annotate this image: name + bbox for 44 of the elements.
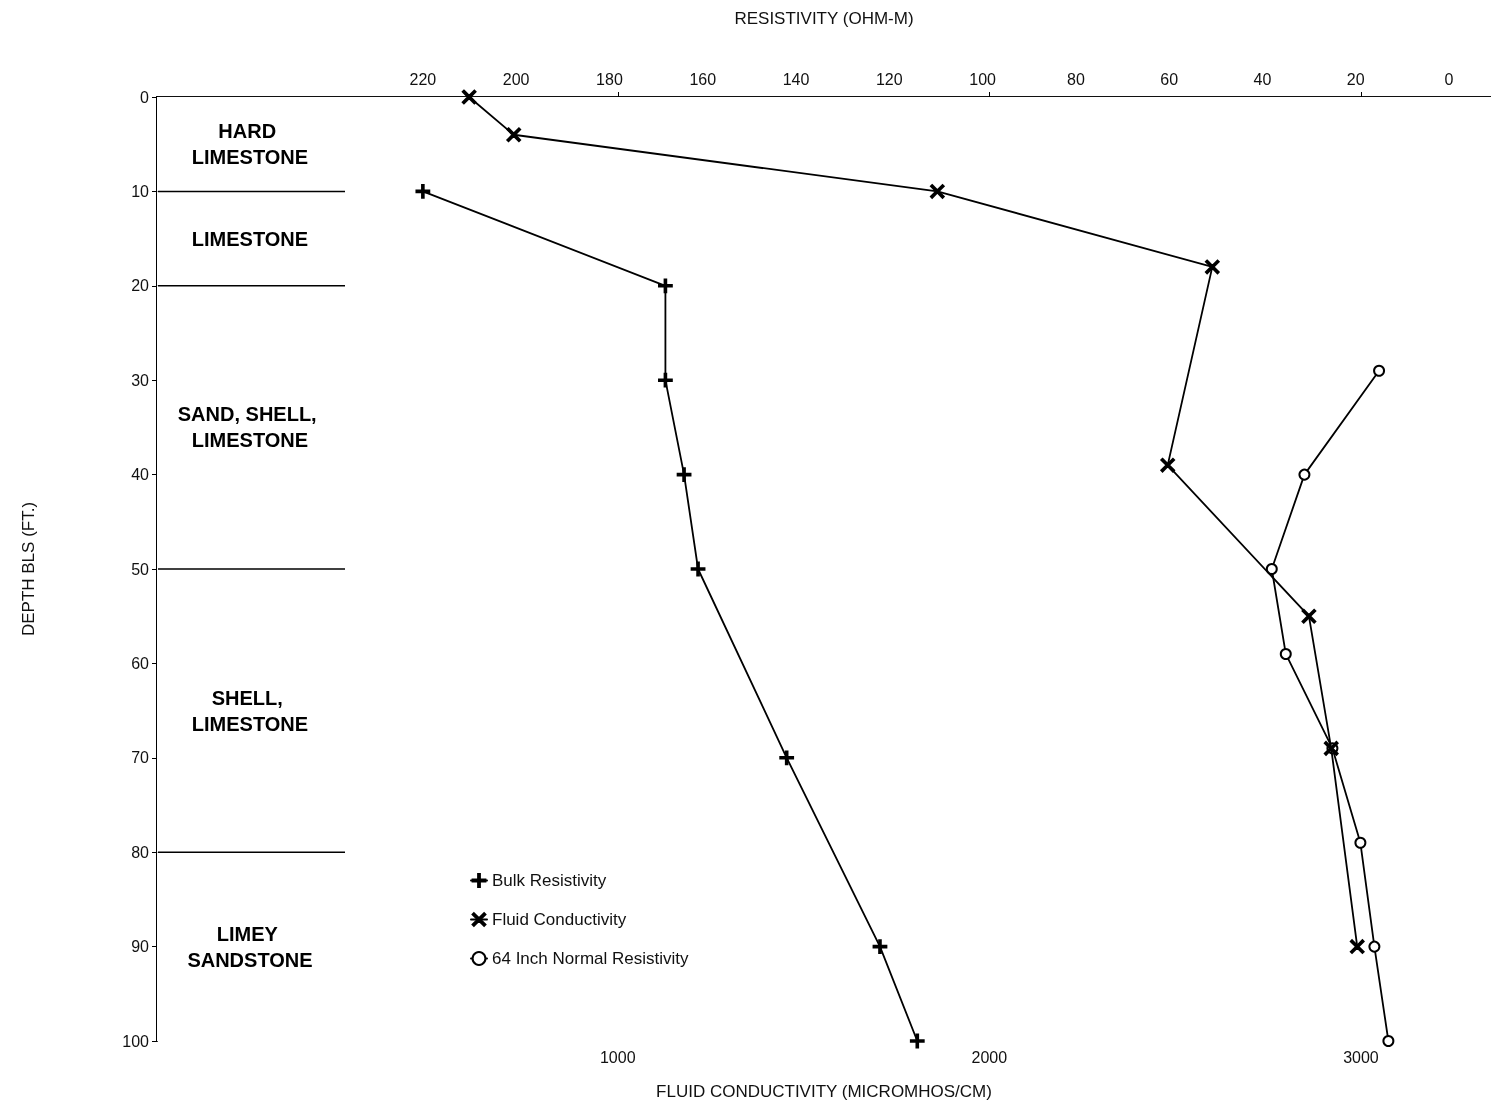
x2-axis-title: RESISTIVITY (OHM-M) <box>734 9 914 28</box>
y-tick-label: 0 <box>140 88 150 106</box>
x2-tick-label: 120 <box>875 70 903 88</box>
y-tick-label: 30 <box>131 371 150 389</box>
band-label: SAND, SHELL, LIMESTONE <box>177 403 323 452</box>
point <box>506 127 522 143</box>
y-tick-label: 70 <box>131 749 150 767</box>
point <box>1160 457 1176 473</box>
x2-tick-label: 140 <box>782 70 810 88</box>
y-tick-label: 90 <box>131 938 150 956</box>
point <box>1204 259 1220 275</box>
point <box>461 89 477 105</box>
y-tick-label: 60 <box>131 654 150 672</box>
x2-tick-label: 220 <box>409 70 437 88</box>
point <box>929 184 945 199</box>
y-axis-title: DEPTH BLS (FT.) <box>19 501 38 637</box>
y-tick-label: 40 <box>131 466 150 484</box>
band-label: SHELL, LIMESTONE <box>191 686 309 735</box>
x2-tick-label: 80 <box>1066 70 1085 88</box>
x-tick-label: 1000 <box>599 1048 636 1066</box>
x2-tick-label: 20 <box>1346 70 1365 88</box>
x2-tick-label: 200 <box>502 70 530 88</box>
x2-tick-label: 60 <box>1160 70 1179 88</box>
x-tick-label: 3000 <box>1343 1048 1379 1066</box>
y-tick-label: 50 <box>131 560 150 578</box>
x-tick-label: 2000 <box>971 1048 1008 1066</box>
x-axis-title: FLUID CONDUCTIVITY (MICROMHOS/CM) <box>656 1082 992 1101</box>
x2-tick-label: 160 <box>689 70 717 88</box>
point <box>1349 939 1365 954</box>
point <box>1301 608 1317 624</box>
band-label: HARD LIMESTONE <box>191 120 309 169</box>
x2-tick-label: 40 <box>1253 70 1272 88</box>
band-label: LIMEY SANDSTONE <box>187 922 313 971</box>
y-tick-label: 10 <box>131 182 150 200</box>
y-tick-label: 100 <box>122 1032 150 1050</box>
x2-tick-label: 100 <box>969 70 997 88</box>
y-tick-label: 20 <box>131 277 150 295</box>
x2-tick-label: 180 <box>596 70 623 88</box>
x2-tick-label: 0 <box>1444 70 1454 88</box>
legend-label: 64 Inch Normal Resistivity <box>492 949 689 968</box>
legend-label: Fluid Conductivity <box>492 910 627 929</box>
y-tick-label: 80 <box>131 843 150 861</box>
legend-label: Bulk Resistivity <box>492 871 607 890</box>
band-label: LIMESTONE <box>191 227 309 250</box>
